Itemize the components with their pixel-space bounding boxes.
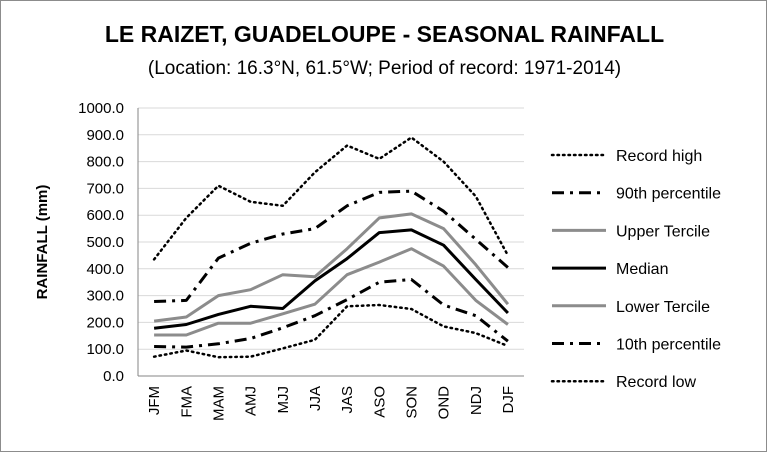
y-tick-label: 800.0 — [86, 154, 124, 171]
x-tick-label: OND — [436, 386, 453, 420]
y-tick-label: 700.0 — [86, 180, 124, 197]
y-axis-ticks: 0.0 100.0 200.0 300.0 400.0 500.0 600.0 700.0 80… — [78, 100, 124, 385]
legend-label: Lower Tercile — [616, 299, 710, 316]
x-tick-label: JJA — [307, 386, 324, 411]
y-tick-label: 100.0 — [86, 341, 124, 358]
legend-label: 90th percentile — [616, 186, 721, 203]
x-tick-label: ASO — [371, 386, 388, 418]
legend-label: Median — [616, 261, 668, 278]
series-line-record-low — [152, 303, 510, 359]
legend-label: 10th percentile — [616, 337, 721, 354]
legend-label: Upper Tercile — [616, 223, 710, 240]
legend-label: Record high — [616, 148, 702, 165]
series-line-median — [153, 228, 509, 330]
x-tick-label: MAM — [210, 386, 227, 421]
y-tick-label: 400.0 — [86, 261, 124, 278]
x-tick-label: JFM — [146, 386, 163, 415]
series-line-10th-percentile — [154, 278, 509, 349]
series-line-record-high — [152, 136, 510, 261]
x-axis-ticks: JFM FMA MAM AMJ MJJ JJA JAS ASO SON OND NDJ DJF — [146, 386, 517, 421]
x-tick-label: AMJ — [243, 386, 260, 416]
y-tick-label: 300.0 — [86, 288, 124, 305]
y-tick-label: 600.0 — [86, 207, 124, 224]
y-tick-label: 900.0 — [86, 127, 124, 144]
series-lines — [152, 136, 510, 359]
series-line-upper-tercile — [153, 212, 510, 323]
y-tick-label: 500.0 — [86, 234, 124, 251]
x-tick-label: DJF — [500, 386, 517, 414]
series-line-lower-tercile — [154, 247, 509, 337]
y-tick-label: 0.0 — [103, 368, 124, 385]
x-tick-label: FMA — [178, 386, 195, 418]
chart-subtitle: (Location: 16.3°N, 61.5°W; Period of rec… — [147, 58, 622, 79]
y-tick-label: 200.0 — [86, 314, 124, 331]
x-tick-label: MJJ — [275, 386, 292, 414]
y-axis-label: RAINFALL (mm) — [34, 185, 51, 300]
y-tick-label: 1000.0 — [78, 100, 124, 117]
gridlines — [137, 107, 524, 377]
x-tick-label: NDJ — [468, 386, 485, 415]
legend: Record high 90th percentile Upper Tercile M… — [550, 148, 721, 391]
x-tick-label: SON — [403, 386, 420, 419]
legend-label: Record low — [616, 374, 696, 391]
chart-title: LE RAIZET, GUADELOUPE - SEASONAL RAINFAL… — [104, 21, 665, 47]
x-tick-label: JAS — [339, 386, 356, 414]
series-line-90th-percentile — [154, 189, 509, 303]
